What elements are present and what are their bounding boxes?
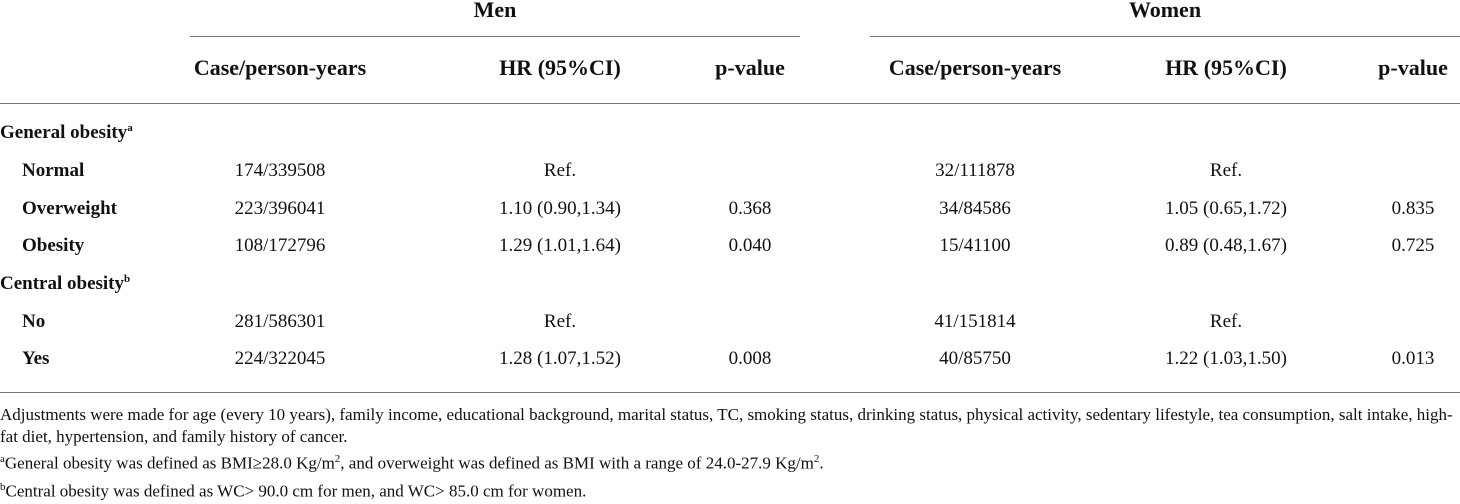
cell: 108/172796 [234, 235, 326, 256]
cell: 0.725 [1391, 235, 1435, 256]
footnote-text: Central obesity was defined as WC> 90.0 … [5, 481, 587, 501]
rule [190, 36, 800, 37]
cell: 0.008 [728, 348, 772, 369]
cell: 1.22 (1.03,1.50) [1165, 348, 1287, 369]
row-label: Normal [22, 160, 85, 181]
rule [0, 392, 1460, 393]
cell: 1.10 (0.90,1.34) [499, 197, 621, 219]
section-label: General obesitya [0, 122, 133, 144]
footnote-mark: a [127, 121, 133, 134]
cell: Ref. [1209, 160, 1243, 181]
section-text: Central obesity [0, 272, 125, 294]
cell: 0.040 [728, 235, 772, 256]
cell: 0.013 [1391, 348, 1435, 369]
footnote-text: . [819, 453, 824, 473]
cell: 174/339508 [234, 160, 326, 181]
section-label: Central obesityb [0, 272, 130, 294]
cell: 15/41100 [939, 235, 1011, 256]
footnote: aGeneral obesity was defined as BMI≥28.0… [0, 448, 1456, 475]
section-text: General obesity [0, 122, 128, 144]
column-header: HR (95%CI) [499, 55, 621, 80]
row-label: Overweight [22, 197, 117, 219]
footnote-mark: a [0, 453, 5, 465]
cell: 34/84586 [939, 197, 1011, 219]
footnote-mark: 2 [813, 453, 820, 465]
cell: Ref. [543, 310, 577, 332]
column-header: HR (95%CI) [1165, 55, 1287, 80]
footnote-text: , and overweight was defined as BMI with… [340, 453, 814, 473]
column-header: p-value [715, 55, 785, 80]
cell: 40/85750 [939, 348, 1011, 369]
group-header: Women [1128, 0, 1202, 22]
footnote-text: Adjustments were made for age (every 10 … [0, 405, 1453, 446]
row-label: No [22, 310, 46, 332]
row-label: Yes [22, 348, 50, 369]
cell: 41/151814 [934, 310, 1016, 332]
row-label: Obesity [22, 235, 85, 256]
group-header: Men [473, 0, 517, 22]
footnote-mark: b [0, 481, 6, 493]
cell: 1.29 (1.01,1.64) [499, 235, 621, 256]
cell: 281/586301 [234, 310, 326, 332]
column-header: Case/person-years [193, 55, 367, 80]
rule [0, 103, 1460, 104]
cell: 0.89 (0.48,1.67) [1165, 235, 1287, 256]
cell: Ref. [1209, 310, 1243, 332]
footnote-mark: 2 [334, 453, 341, 465]
column-header: p-value [1378, 55, 1448, 80]
cell: 224/322045 [234, 348, 326, 369]
cell: 1.28 (1.07,1.52) [499, 348, 621, 369]
footnote-mark: b [124, 272, 131, 285]
footnote-text: General obesity was defined as BMI≥28.0 … [4, 453, 335, 473]
cell: Ref. [543, 160, 577, 181]
rule [870, 36, 1460, 37]
cell: 0.835 [1391, 197, 1435, 219]
cell: 1.05 (0.65,1.72) [1165, 197, 1287, 219]
column-header: Case/person-years [888, 55, 1062, 80]
cell: 0.368 [728, 197, 772, 219]
footnote: bCentral obesity was defined as WC> 90.0… [0, 476, 1456, 503]
cell: 223/396041 [234, 197, 326, 219]
cell: 32/111878 [935, 160, 1015, 181]
footnote: Adjustments were made for age (every 10 … [0, 404, 1456, 448]
